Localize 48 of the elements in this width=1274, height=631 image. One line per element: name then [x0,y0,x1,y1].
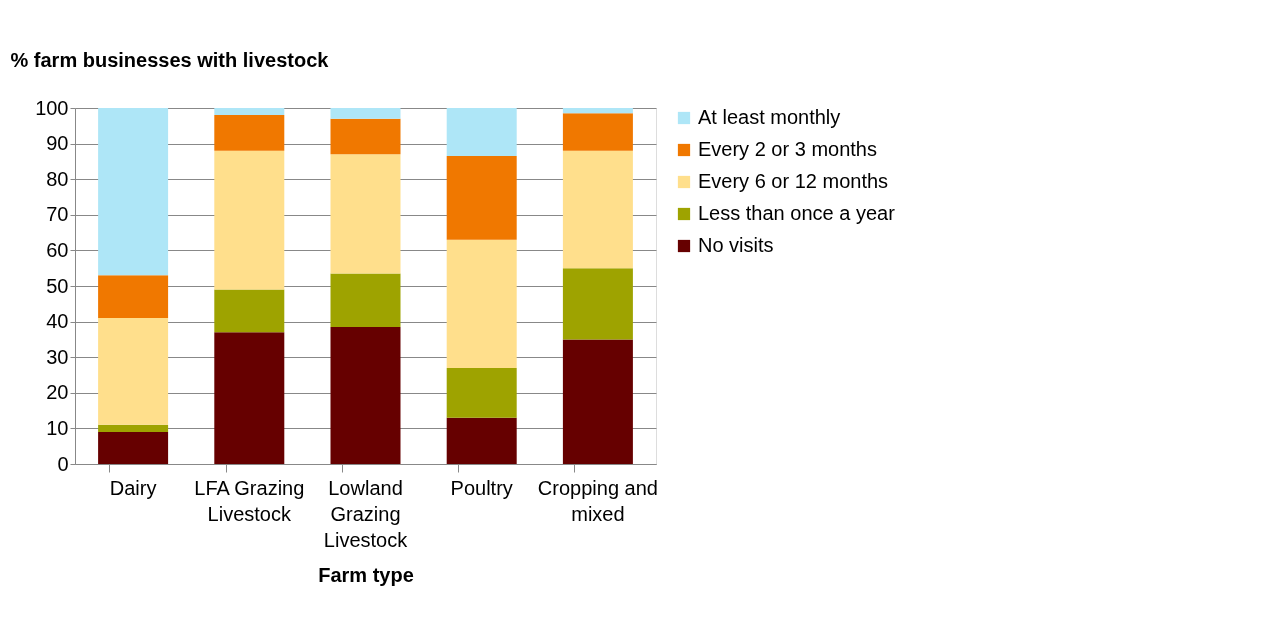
bar [562,113,633,151]
bar [446,367,517,418]
y-tick-label: 70 [46,203,69,226]
bar [446,239,517,368]
x-tick-label: Cropping and mixed [537,476,658,525]
x-tick-label: Dairy [109,476,157,499]
y-tick-label: 100 [35,96,69,119]
y-tick-label: 80 [46,167,69,190]
y-tick-label: 20 [46,381,69,404]
bar [214,115,285,151]
bar [562,150,633,269]
y-tick-label: 10 [46,416,69,439]
bar [446,156,517,240]
x-axis-title: Farm type [318,563,414,586]
legend-label: At least monthly [698,106,841,128]
bar [330,326,401,464]
legend-label: No visits [698,234,774,256]
bar [98,108,169,276]
legend-label: Every 2 or 3 months [698,138,877,160]
x-tick-label: Poultry [450,476,513,499]
bar [562,268,633,340]
bar [214,150,285,290]
bar [98,318,169,425]
y-tick-label: 40 [46,310,69,333]
bar [214,332,285,464]
legend-label: Every 6 or 12 months [698,170,889,192]
y-tick-label: 90 [46,132,69,155]
bar [98,431,169,464]
x-tick-label: Lowland Grazing Livestock [323,476,409,551]
bar [214,289,285,333]
legend-label: Less than once a year [698,202,896,224]
bar [330,118,401,155]
y-tick-label: 60 [46,238,69,261]
bar [446,417,517,464]
bar [562,339,633,464]
y-tick-label: 50 [46,274,69,297]
bar [446,108,517,157]
bar [330,154,401,274]
bar [562,108,633,114]
bar [98,424,169,432]
bar [330,108,401,119]
bar [98,275,169,319]
bar [214,108,285,116]
y-tick-label: 0 [57,452,69,475]
y-axis-title: % farm businesses with livestock [10,48,330,71]
x-tick-label: LFA Grazing Livestock [194,476,305,525]
bar [330,273,401,327]
y-tick-label: 30 [46,345,69,368]
